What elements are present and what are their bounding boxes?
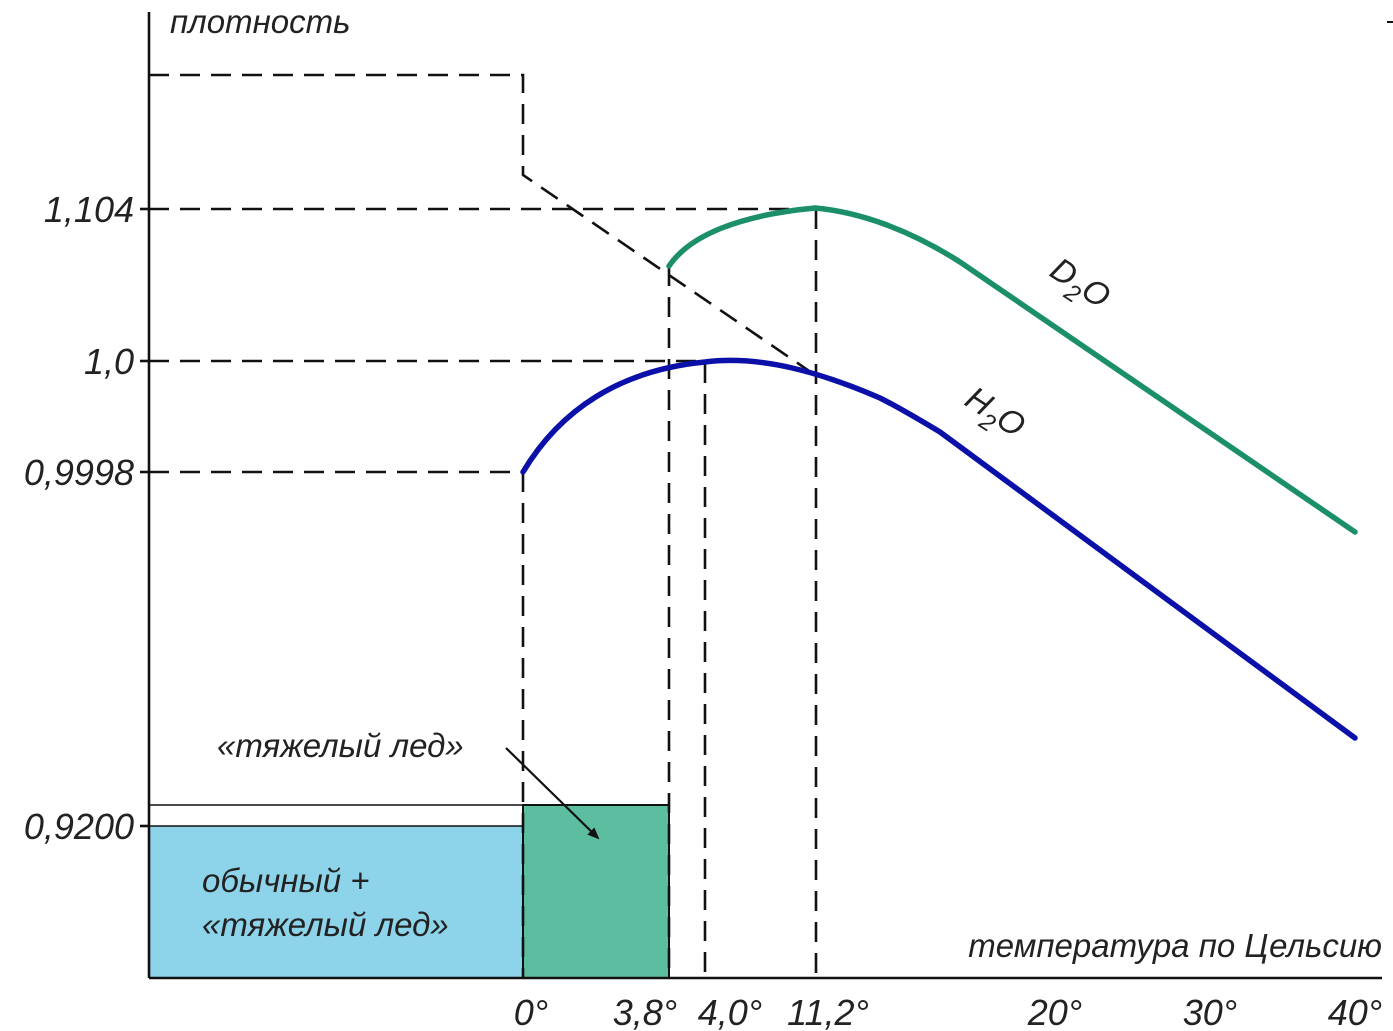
y-tick-label-09998: 0,9998 [24, 452, 134, 493]
y-tick-label-1104: 1,104 [44, 189, 134, 230]
d2o-curve [666, 205, 1358, 535]
heavy-ice-block [522, 804, 670, 979]
ordinary-ice-block [149, 826, 523, 978]
heavy-ice-arrow [505, 747, 600, 840]
d2o-series-label: D2O [1039, 250, 1117, 323]
y-tick-label-09200: 0,9200 [24, 806, 134, 847]
svg-text:D2O: D2O [1039, 250, 1117, 323]
svg-text:H2O: H2O [954, 379, 1032, 452]
x-tick-label-40: 4,0° [698, 992, 762, 1031]
x-tick-label-40deg: 40° [1328, 992, 1382, 1031]
x-tick-label-0: 0° [514, 992, 548, 1031]
h2o-curve [520, 357, 1358, 741]
x-axis-title: температура по Цельсию [968, 927, 1382, 964]
heavy-ice-annotation: «тяжелый лед» [217, 727, 464, 764]
h2o-series-label: H2O [954, 379, 1032, 452]
x-tick-label-30: 30° [1183, 992, 1237, 1031]
ordinary-ice-label-line2: «тяжелый лед» [202, 906, 449, 943]
x-tick-label-112: 11,2° [787, 992, 869, 1031]
ice-density-dashed-line [149, 73, 816, 377]
y-tick-label-10: 1,0 [84, 341, 134, 382]
ordinary-ice-label-line1: обычный + [202, 862, 370, 899]
y-axis-title: плотность [170, 3, 350, 40]
x-tick-label-20: 20° [1027, 992, 1082, 1031]
x-tick-label-38: 3,8° [613, 992, 677, 1031]
